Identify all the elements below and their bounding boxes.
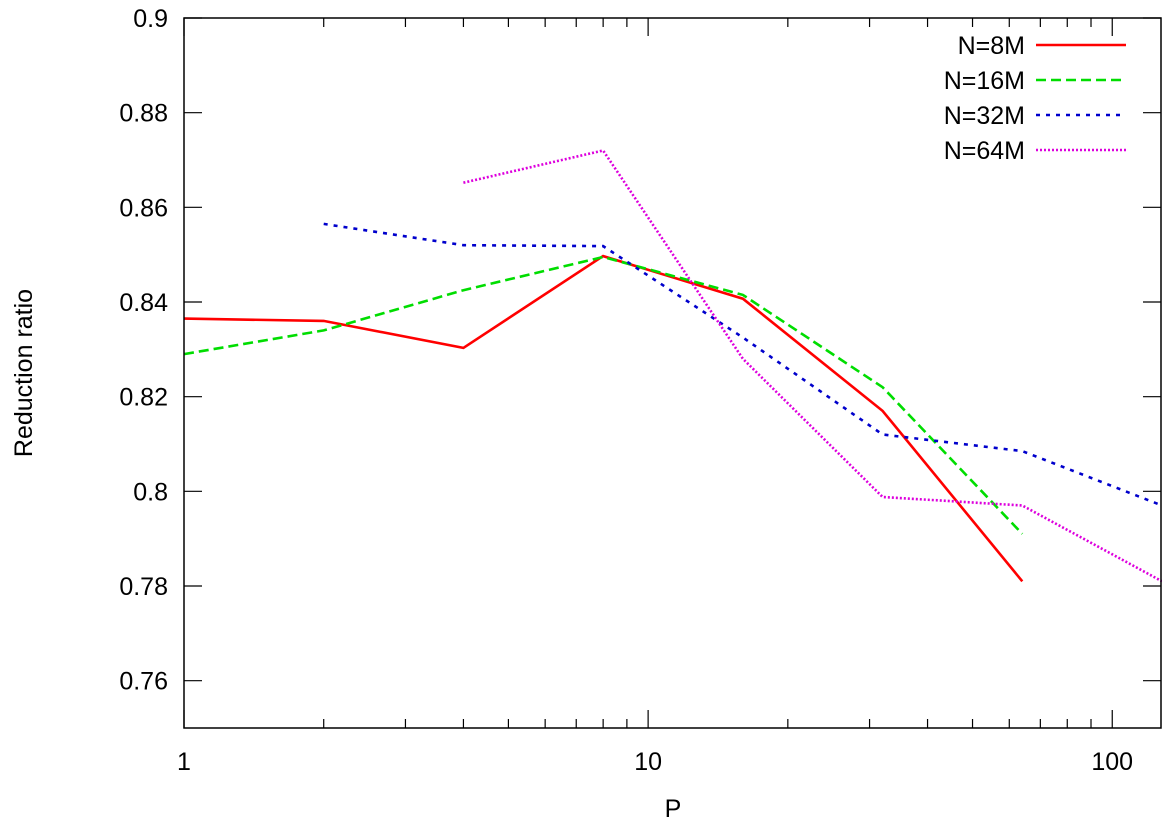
y-tick-label: 0.78 (119, 573, 168, 601)
y-tick-label: 0.8 (133, 478, 168, 506)
y-tick-label: 0.86 (119, 194, 168, 222)
legend-label: N=8M (958, 32, 1025, 60)
y-tick-label: 0.76 (119, 668, 168, 696)
tick-labels: 1 10 100 0.76 0.78 0.8 0.82 0.84 0.86 0.88 0.9 (119, 5, 1133, 776)
x-tick-label: 100 (1091, 748, 1133, 776)
plot-frame (183, 17, 1162, 729)
y-tick-label: 0.9 (133, 5, 168, 33)
x-tick-label: 10 (634, 748, 662, 776)
series-line-4 (463, 149, 1162, 583)
y-tick-label: 0.88 (119, 100, 168, 128)
minor-ticks (323, 18, 1092, 728)
series-line-2 (183, 255, 1024, 535)
y-axis-title: Reduction ratio (10, 289, 38, 457)
legend-label: N=32M (944, 102, 1025, 130)
legend-label: N=16M (944, 67, 1025, 95)
x-tick-label: 1 (177, 748, 191, 776)
y-tick-label: 0.82 (119, 384, 168, 412)
series-line-3 (323, 222, 1162, 507)
series-lines (183, 149, 1162, 583)
legend-label: N=64M (944, 137, 1025, 165)
legend: N=8M N=16M N=32M N=64M (944, 32, 1126, 165)
x-axis-title: P (665, 795, 682, 823)
y-tick-label: 0.84 (119, 289, 168, 317)
series-line-1 (183, 254, 1024, 583)
